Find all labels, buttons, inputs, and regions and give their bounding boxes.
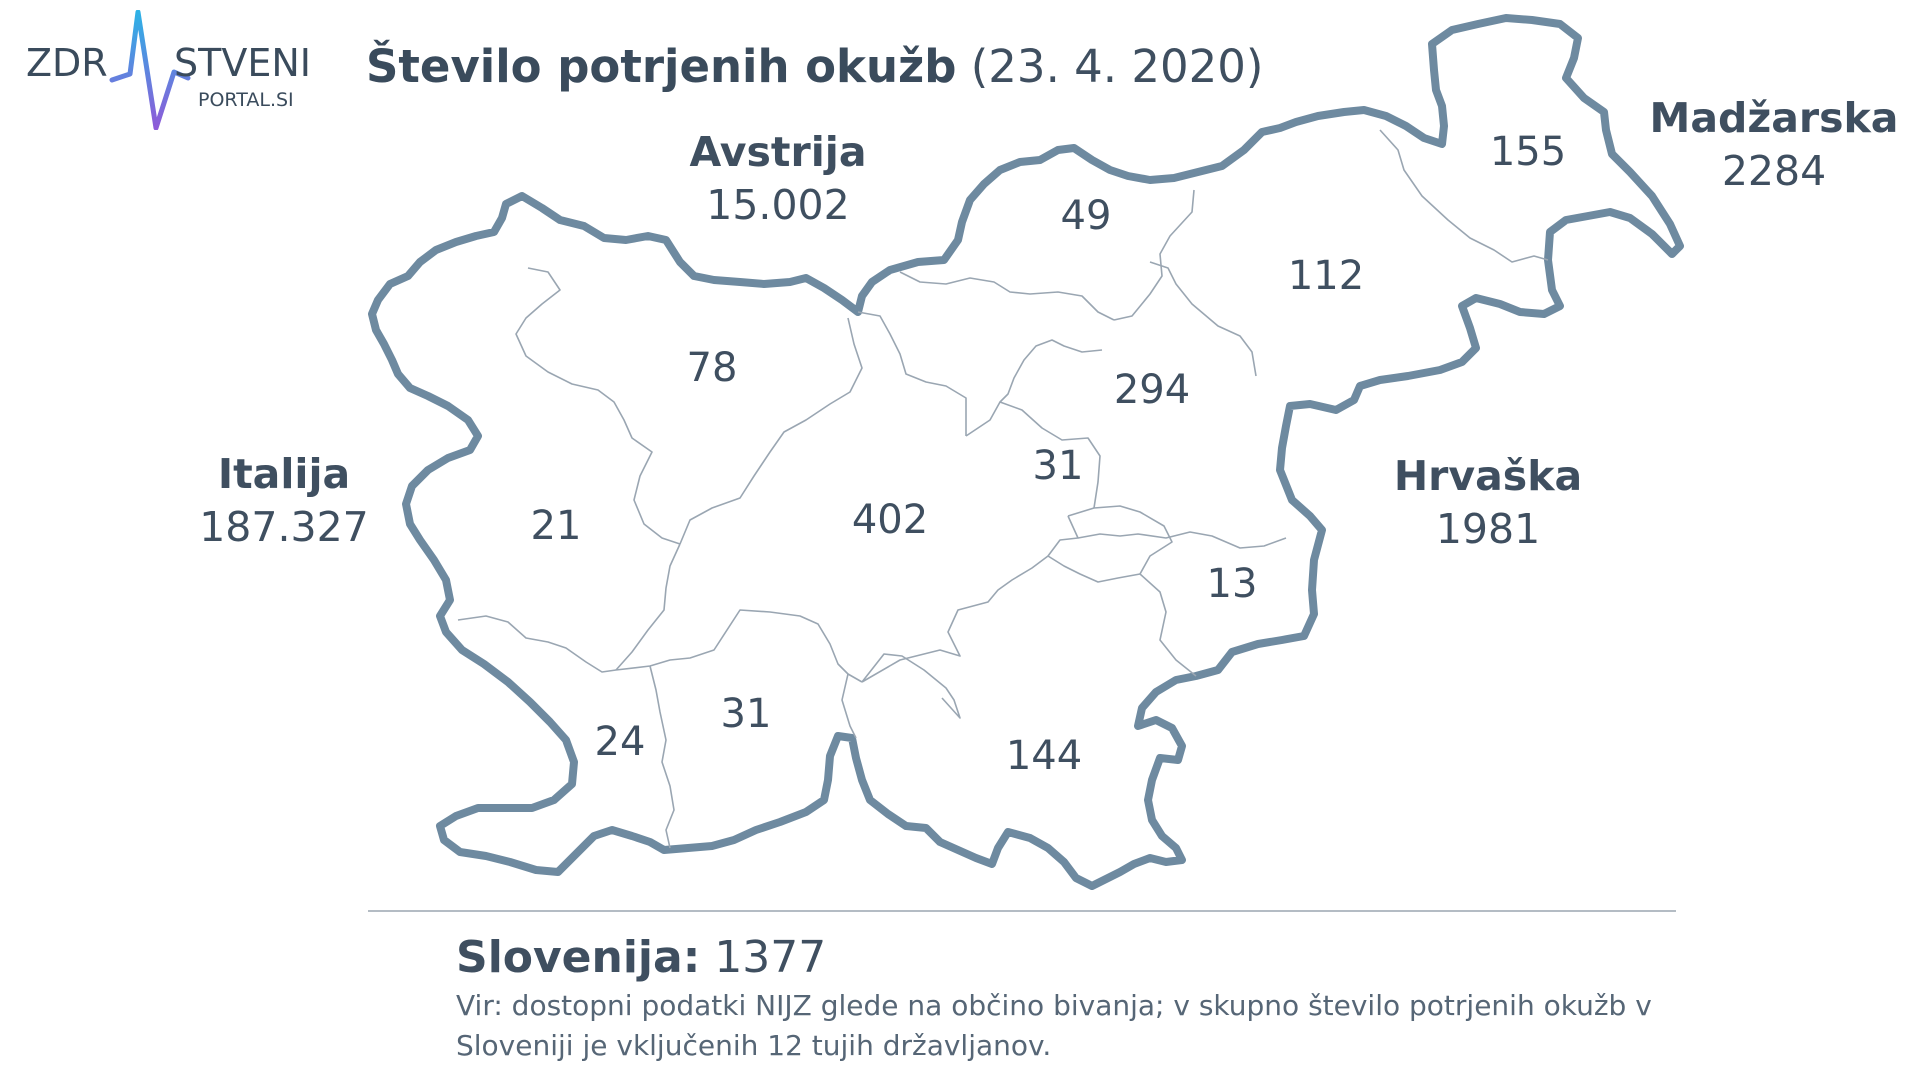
country-label-hungary: Madžarska 2284 [1650,92,1899,199]
region-value-koroska: 49 [1060,193,1112,239]
region-value-gorenjska: 78 [686,345,738,391]
country-value: 15.002 [706,181,850,230]
region-value-osrednjeslovenska: 402 [851,497,929,543]
region-value-obalno-kraska: 24 [594,719,646,765]
slovenia-total: Slovenija: 1377 [456,932,826,983]
region-value-podravska: 112 [1287,253,1365,299]
region-value-goriska: 21 [530,503,582,549]
logo-text-left: ZDR [26,41,108,85]
region-value-pomurska: 155 [1489,129,1567,175]
slovenia-border [368,14,1684,890]
logo-text-right: STVENI [174,41,311,85]
country-name: Madžarska [1649,94,1899,142]
region-value-savinjska: 294 [1113,367,1191,413]
country-value: 1981 [1435,505,1541,554]
country-value: 2284 [1721,147,1827,196]
divider [368,910,1676,912]
logo-graphic: ZDR STVENI PORTAL.SI [26,9,311,131]
logo-subtext: PORTAL.SI [198,89,294,111]
total-label: Slovenija: [456,932,701,983]
country-name: Italija [217,450,351,498]
page-title: Število potrjenih okužb (23. 4. 2020) [366,40,1264,93]
region-value-posavska: 13 [1206,561,1258,607]
country-label-italy: Italija 187.327 [199,448,369,555]
country-label-croatia: Hrvaška 1981 [1394,450,1582,557]
country-name: Hrvaška [1393,452,1583,500]
zdravstveni-portal-logo: ZDR STVENI PORTAL.SI [26,9,346,131]
title-main: Število potrjenih okužb [366,40,957,93]
total-value: 1377 [714,932,827,983]
source-note: Vir: dostopni podatki NIJZ glede na obči… [456,989,1652,1062]
region-value-primorsko-notranjska: 31 [720,691,772,737]
region-boundaries [457,129,1549,849]
logo-pulse-icon [109,9,191,131]
country-value: 187.327 [199,503,369,552]
country-label-austria: Avstrija 15.002 [690,126,867,233]
region-value-jugovzhodna: 144 [1005,733,1083,779]
region-value-zasavska: 31 [1032,443,1084,489]
title-date: (23. 4. 2020) [970,40,1264,93]
country-name: Avstrija [689,128,867,176]
